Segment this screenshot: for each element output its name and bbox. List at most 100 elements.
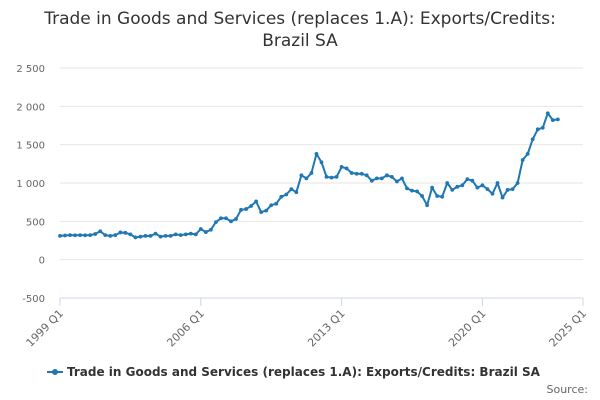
data-point[interactable] bbox=[83, 233, 88, 238]
data-point[interactable] bbox=[224, 216, 228, 221]
data-point[interactable] bbox=[229, 219, 233, 224]
data-point[interactable] bbox=[374, 176, 379, 181]
data-point[interactable] bbox=[123, 230, 128, 235]
data-point[interactable] bbox=[349, 171, 354, 175]
data-point[interactable] bbox=[198, 227, 203, 231]
data-point[interactable] bbox=[249, 204, 254, 208]
data-point[interactable] bbox=[208, 227, 213, 232]
data-point[interactable] bbox=[158, 234, 163, 239]
data-point[interactable] bbox=[395, 179, 399, 184]
data-point[interactable] bbox=[103, 233, 108, 238]
data-point[interactable] bbox=[73, 233, 77, 238]
data-point[interactable] bbox=[440, 194, 445, 199]
data-point[interactable] bbox=[530, 137, 535, 142]
data-point[interactable] bbox=[153, 231, 158, 236]
data-point[interactable] bbox=[485, 187, 490, 192]
data-point[interactable] bbox=[68, 233, 72, 238]
data-point[interactable] bbox=[329, 175, 334, 180]
data-point[interactable] bbox=[550, 118, 555, 123]
data-point[interactable] bbox=[339, 165, 344, 169]
data-point[interactable] bbox=[88, 233, 93, 238]
data-point[interactable] bbox=[445, 181, 450, 185]
data-point[interactable] bbox=[400, 176, 404, 181]
data-point[interactable] bbox=[410, 188, 414, 193]
data-point[interactable] bbox=[505, 188, 510, 192]
data-point[interactable] bbox=[450, 188, 455, 192]
data-point[interactable] bbox=[460, 183, 465, 188]
legend-series-label[interactable]: Trade in Goods and Services (replaces 1.… bbox=[67, 365, 541, 379]
data-point[interactable] bbox=[354, 171, 359, 176]
data-point[interactable] bbox=[369, 178, 374, 183]
data-point[interactable] bbox=[163, 234, 168, 238]
data-point[interactable] bbox=[324, 174, 329, 179]
data-point[interactable] bbox=[359, 171, 364, 176]
data-point[interactable] bbox=[128, 232, 133, 237]
data-point[interactable] bbox=[138, 234, 143, 239]
data-point[interactable] bbox=[475, 185, 480, 190]
data-point[interactable] bbox=[520, 158, 525, 162]
data-point[interactable] bbox=[279, 194, 284, 199]
data-point[interactable] bbox=[299, 173, 304, 178]
data-point[interactable] bbox=[555, 117, 560, 122]
data-point[interactable] bbox=[219, 216, 223, 221]
data-point[interactable] bbox=[93, 232, 98, 236]
data-point[interactable] bbox=[259, 210, 264, 215]
data-point[interactable] bbox=[540, 125, 545, 130]
data-point[interactable] bbox=[545, 111, 550, 116]
data-point[interactable] bbox=[490, 191, 495, 196]
data-point[interactable] bbox=[168, 234, 173, 238]
data-point[interactable] bbox=[244, 207, 248, 211]
data-point[interactable] bbox=[203, 230, 208, 234]
data-point[interactable] bbox=[495, 181, 500, 185]
data-point[interactable] bbox=[173, 232, 178, 237]
data-point[interactable] bbox=[294, 190, 299, 195]
data-point[interactable] bbox=[213, 220, 218, 225]
data-point[interactable] bbox=[515, 181, 520, 185]
data-point[interactable] bbox=[108, 234, 113, 238]
data-point[interactable] bbox=[274, 201, 279, 206]
data-point[interactable] bbox=[239, 207, 243, 212]
data-point[interactable] bbox=[284, 192, 289, 197]
data-point[interactable] bbox=[78, 233, 83, 238]
data-point[interactable] bbox=[480, 183, 485, 188]
data-point[interactable] bbox=[309, 171, 314, 175]
data-point[interactable] bbox=[435, 194, 440, 198]
data-point[interactable] bbox=[304, 176, 309, 181]
data-point[interactable] bbox=[133, 235, 138, 240]
data-point[interactable] bbox=[390, 174, 394, 179]
data-point[interactable] bbox=[113, 233, 118, 238]
data-point[interactable] bbox=[379, 176, 384, 181]
data-point[interactable] bbox=[500, 195, 505, 200]
data-point[interactable] bbox=[384, 173, 389, 178]
data-point[interactable] bbox=[183, 232, 188, 237]
data-point[interactable] bbox=[319, 160, 324, 165]
data-point[interactable] bbox=[63, 233, 67, 238]
data-point[interactable] bbox=[364, 173, 369, 178]
data-point[interactable] bbox=[535, 127, 540, 132]
data-point[interactable] bbox=[58, 234, 62, 238]
data-point[interactable] bbox=[118, 230, 123, 235]
data-point[interactable] bbox=[234, 217, 238, 221]
data-point[interactable] bbox=[193, 232, 198, 237]
data-point[interactable] bbox=[314, 151, 319, 156]
data-point[interactable] bbox=[465, 177, 470, 182]
data-point[interactable] bbox=[430, 185, 435, 190]
data-point[interactable] bbox=[525, 151, 530, 156]
data-point[interactable] bbox=[148, 234, 153, 238]
data-point[interactable] bbox=[188, 231, 193, 236]
data-point[interactable] bbox=[415, 189, 419, 194]
data-point[interactable] bbox=[269, 203, 274, 208]
data-point[interactable] bbox=[425, 203, 430, 208]
data-point[interactable] bbox=[254, 199, 259, 204]
data-point[interactable] bbox=[264, 208, 269, 213]
data-point[interactable] bbox=[344, 166, 349, 171]
data-point[interactable] bbox=[289, 187, 294, 192]
data-point[interactable] bbox=[143, 234, 148, 238]
data-point[interactable] bbox=[510, 187, 515, 192]
data-point[interactable] bbox=[405, 186, 409, 191]
data-point[interactable] bbox=[420, 194, 424, 198]
legend[interactable]: Trade in Goods and Services (replaces 1.… bbox=[47, 365, 541, 379]
data-point[interactable] bbox=[98, 229, 103, 234]
data-point[interactable] bbox=[334, 174, 339, 179]
data-point[interactable] bbox=[178, 233, 183, 238]
